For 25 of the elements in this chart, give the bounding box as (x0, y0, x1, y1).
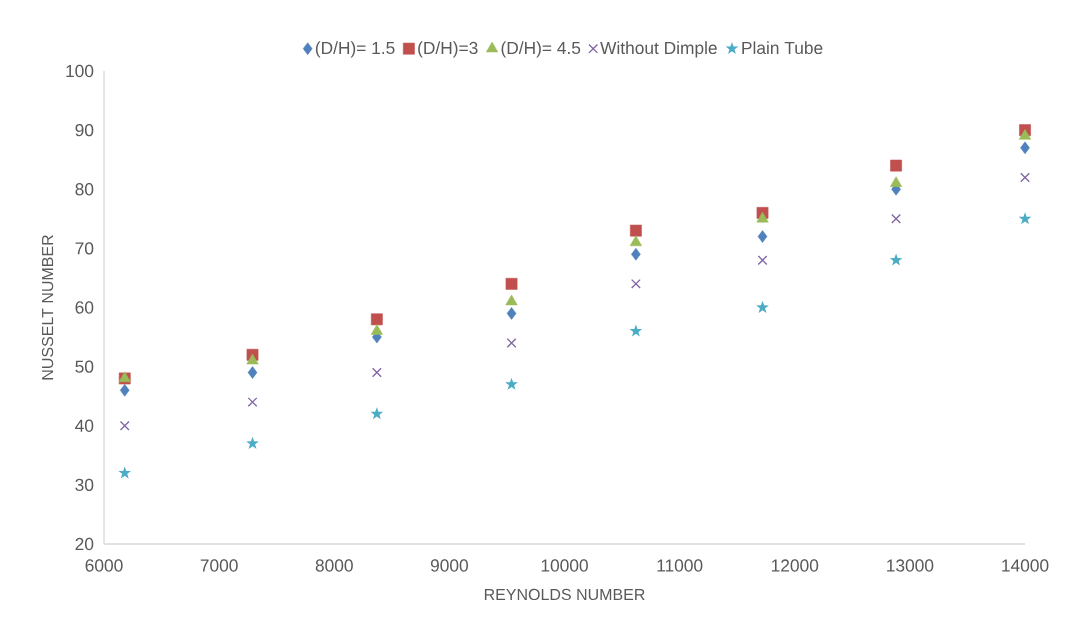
x-tick-label: 14000 (1002, 559, 1049, 572)
y-tick-label: 100 (66, 64, 94, 78)
x-tick-label: 13000 (887, 559, 934, 572)
legend-label: (D/H)=3 (418, 41, 478, 58)
y-tick-label: 90 (75, 123, 94, 137)
y-tick-label: 80 (75, 183, 94, 196)
y-tick-label: 20 (75, 537, 94, 551)
y-tick-label: 70 (75, 242, 94, 255)
y-axis-title: NUSSELT NUMBER (41, 235, 54, 380)
x-tick-label: 6000 (85, 559, 123, 572)
x-tick-label: 10000 (541, 559, 588, 572)
legend-label: Plain Tube (742, 41, 823, 55)
legend-label: (D/H)= 4.5 (501, 41, 581, 58)
y-tick-label: 30 (75, 478, 94, 492)
legend-label: (D/H)= 1.5 (315, 41, 395, 58)
y-tick-label: 60 (75, 301, 94, 314)
y-tick-label: 50 (75, 360, 94, 373)
x-tick-label: 11000 (657, 559, 703, 572)
x-tick-label: 7000 (200, 559, 238, 572)
y-tick-label: 40 (75, 419, 94, 432)
x-tick-label: 12000 (771, 559, 819, 572)
x-axis-title: REYNOLDS NUMBER (484, 588, 645, 601)
x-tick-label: 9000 (430, 559, 468, 572)
legend-label: Without Dimple (600, 41, 717, 58)
x-tick-label: 8000 (315, 559, 353, 572)
